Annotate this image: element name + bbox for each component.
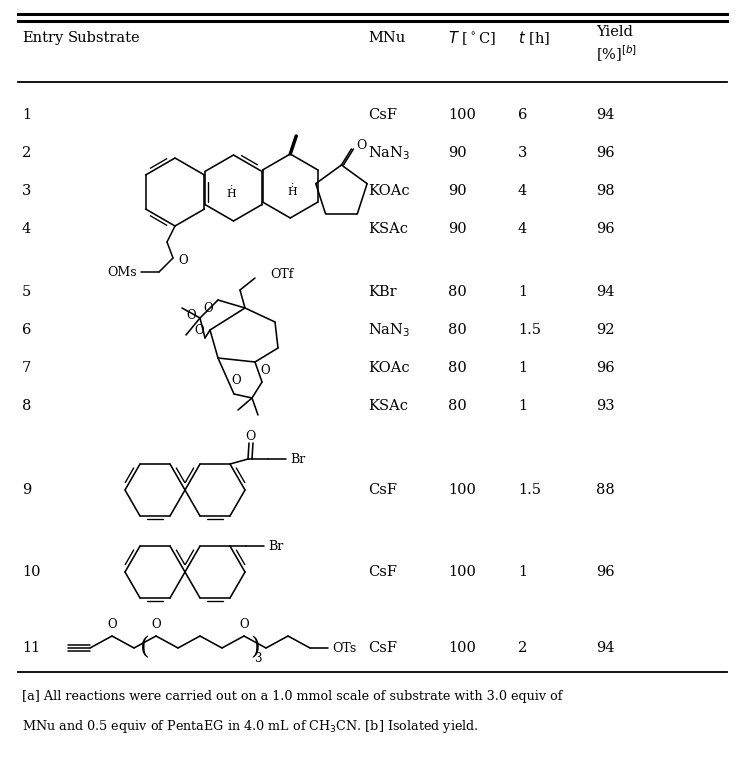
Text: Yield: Yield: [596, 25, 633, 39]
Text: 2: 2: [22, 146, 31, 160]
Text: 92: 92: [596, 323, 615, 337]
Text: 80: 80: [448, 323, 467, 337]
Text: 94: 94: [596, 108, 615, 122]
Text: 80: 80: [448, 399, 467, 413]
Text: Br: Br: [268, 539, 283, 552]
Text: KOAc: KOAc: [368, 361, 410, 375]
Text: H: H: [226, 189, 236, 199]
Text: 88: 88: [596, 483, 615, 497]
Text: 94: 94: [596, 285, 615, 299]
Text: MNu: MNu: [368, 31, 405, 45]
Text: :: :: [230, 181, 233, 190]
Text: NaN$_3$: NaN$_3$: [368, 321, 410, 339]
Text: 3: 3: [22, 184, 31, 198]
Text: 100: 100: [448, 565, 476, 579]
Text: 96: 96: [596, 565, 615, 579]
Text: KSAc: KSAc: [368, 399, 408, 413]
Text: 94: 94: [596, 641, 615, 655]
Text: O: O: [203, 301, 213, 314]
Text: O: O: [194, 324, 204, 337]
Text: 4: 4: [518, 222, 527, 236]
Text: 100: 100: [448, 483, 476, 497]
Text: 80: 80: [448, 285, 467, 299]
Text: (: (: [140, 636, 150, 659]
Text: $t$ [h]: $t$ [h]: [518, 29, 550, 47]
Text: 1.5: 1.5: [518, 323, 541, 337]
Text: MNu and 0.5 equiv of PentaEG in 4.0 mL of CH$_3$CN. [b] Isolated yield.: MNu and 0.5 equiv of PentaEG in 4.0 mL o…: [22, 718, 479, 735]
Text: O: O: [356, 138, 367, 151]
Text: 3: 3: [518, 146, 527, 160]
Text: NaN$_3$: NaN$_3$: [368, 144, 410, 162]
Text: $T$ [$^\circ$C]: $T$ [$^\circ$C]: [448, 29, 496, 47]
Text: Substrate: Substrate: [68, 31, 141, 45]
Text: 10: 10: [22, 565, 40, 579]
Text: 100: 100: [448, 108, 476, 122]
Text: 3: 3: [254, 652, 261, 665]
Text: Entry: Entry: [22, 31, 63, 45]
Text: 1: 1: [22, 108, 31, 122]
Text: O: O: [239, 617, 249, 630]
Text: O: O: [178, 253, 188, 266]
Text: 9: 9: [22, 483, 31, 497]
Text: 90: 90: [448, 222, 466, 236]
Text: CsF: CsF: [368, 641, 397, 655]
Text: 2: 2: [518, 641, 527, 655]
Text: KSAc: KSAc: [368, 222, 408, 236]
Text: [%]$^{[b]}$: [%]$^{[b]}$: [596, 44, 637, 64]
Text: 1.5: 1.5: [518, 483, 541, 497]
Text: 80: 80: [448, 361, 467, 375]
Text: KBr: KBr: [368, 285, 396, 299]
Text: 1: 1: [518, 399, 527, 413]
Text: O: O: [260, 363, 270, 376]
Text: H: H: [288, 187, 297, 197]
Text: ): ): [250, 636, 260, 659]
Text: 1: 1: [518, 285, 527, 299]
Text: 4: 4: [22, 222, 31, 236]
Text: OTs: OTs: [332, 642, 356, 655]
Text: 5: 5: [22, 285, 31, 299]
Text: O: O: [107, 617, 117, 630]
Text: KOAc: KOAc: [368, 184, 410, 198]
Text: 4: 4: [518, 184, 527, 198]
Text: Br: Br: [290, 453, 305, 466]
Text: 8: 8: [22, 399, 31, 413]
Text: :: :: [291, 180, 294, 188]
Text: 6: 6: [518, 108, 527, 122]
Text: 11: 11: [22, 641, 40, 655]
Text: 7: 7: [22, 361, 31, 375]
Text: O: O: [245, 429, 256, 442]
Text: CsF: CsF: [368, 483, 397, 497]
Text: OMs: OMs: [107, 265, 137, 278]
Text: 98: 98: [596, 184, 615, 198]
Text: CsF: CsF: [368, 565, 397, 579]
Text: CsF: CsF: [368, 108, 397, 122]
Text: [a] All reactions were carried out on a 1.0 mmol scale of substrate with 3.0 equ: [a] All reactions were carried out on a …: [22, 690, 562, 703]
Text: 1: 1: [518, 361, 527, 375]
Text: 96: 96: [596, 222, 615, 236]
Text: 93: 93: [596, 399, 615, 413]
Text: 90: 90: [448, 146, 466, 160]
Text: 6: 6: [22, 323, 31, 337]
Text: O: O: [186, 308, 196, 321]
Text: 96: 96: [596, 361, 615, 375]
Text: 90: 90: [448, 184, 466, 198]
Text: 96: 96: [596, 146, 615, 160]
Text: 100: 100: [448, 641, 476, 655]
Text: O: O: [231, 373, 241, 386]
Text: OTf: OTf: [270, 268, 294, 281]
Text: O: O: [151, 617, 161, 630]
Text: 1: 1: [518, 565, 527, 579]
